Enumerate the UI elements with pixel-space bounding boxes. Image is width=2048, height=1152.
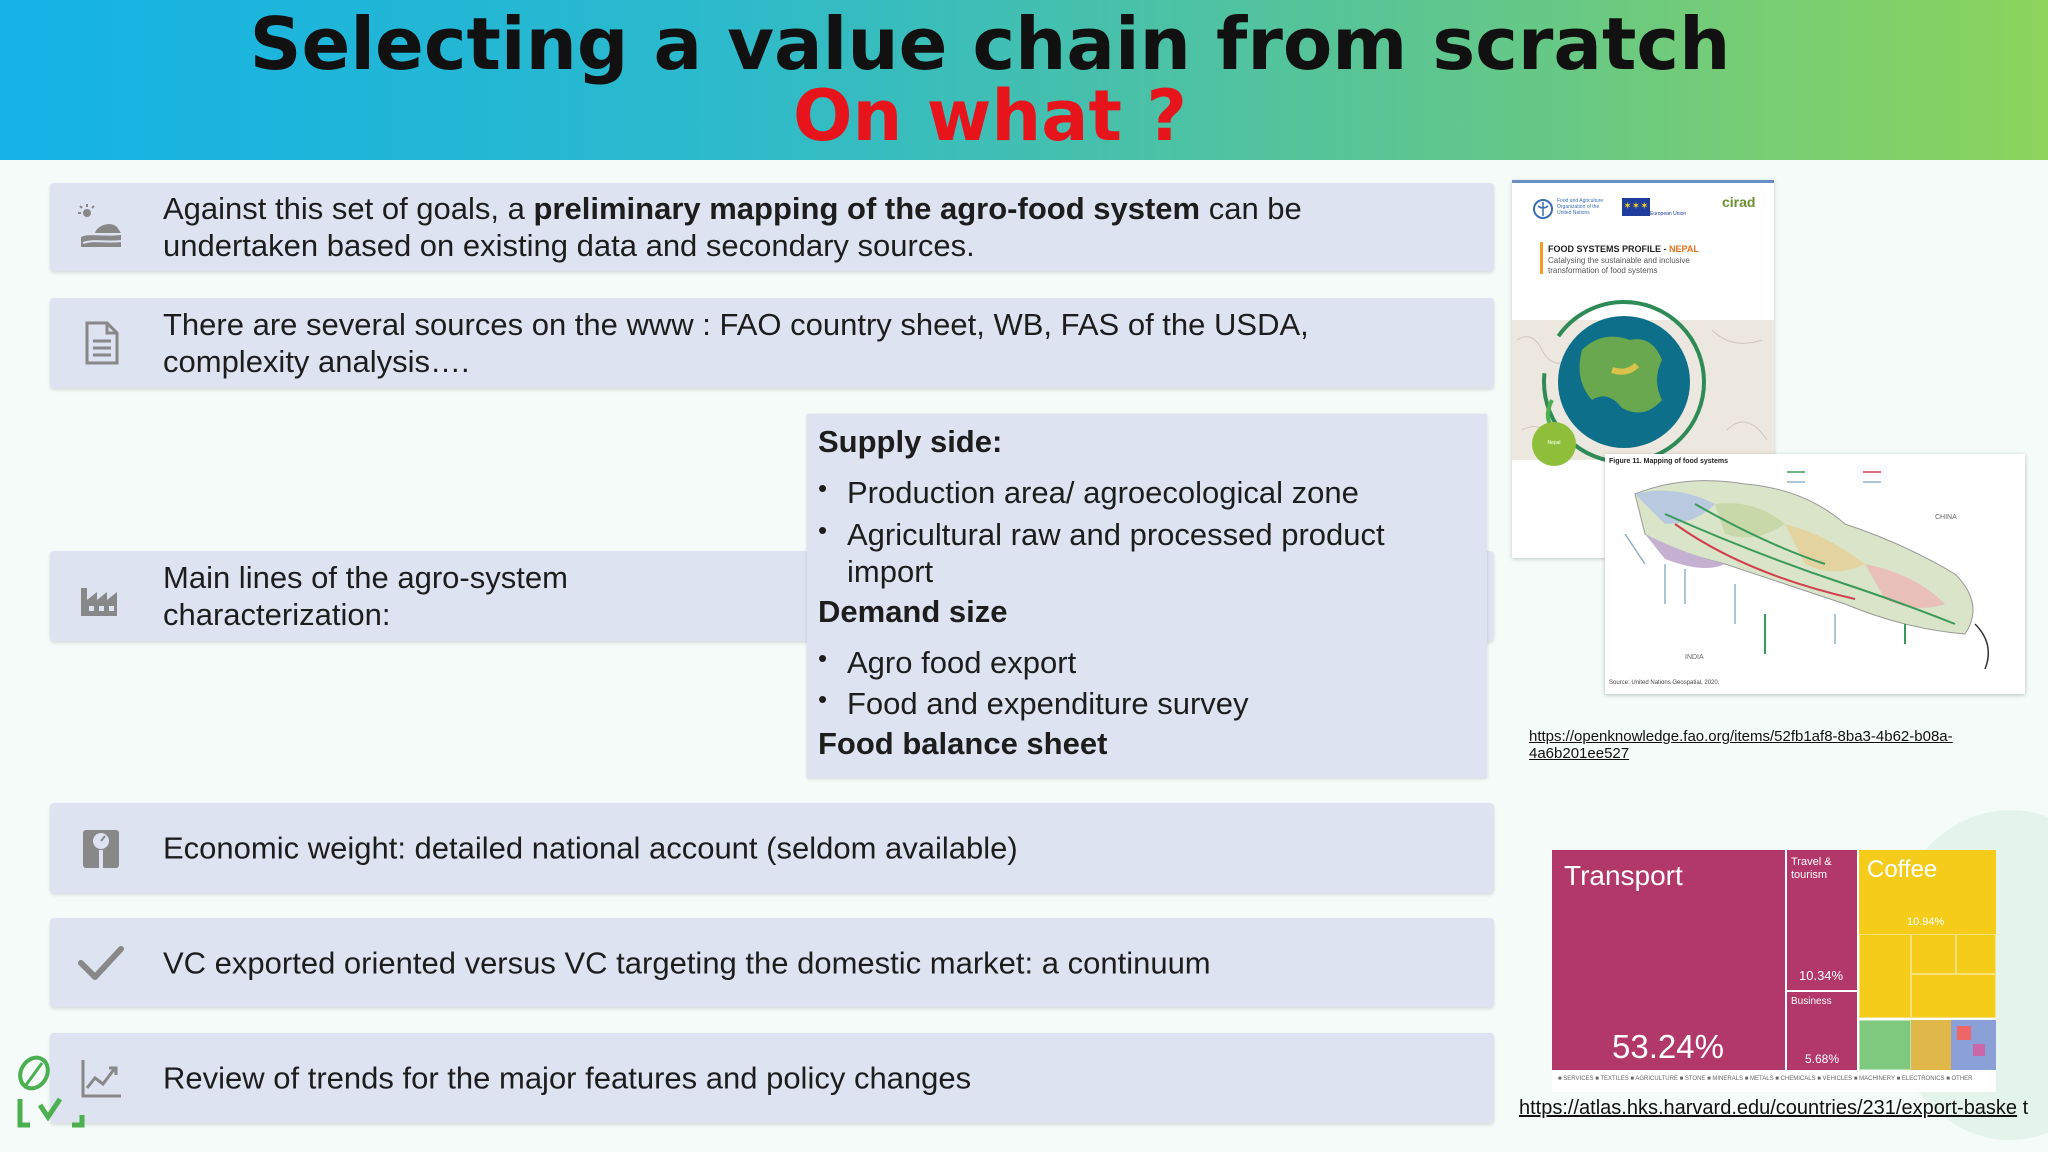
list-item: • Agro food export xyxy=(818,643,1447,681)
fao-logo-text: Food and Agriculture Organization of the… xyxy=(1557,198,1604,216)
row-review-trends: Review of trends for the major features … xyxy=(50,1033,1494,1123)
row-text: Review of trends for the major features … xyxy=(163,1060,972,1096)
landscape-sun-icon xyxy=(78,204,122,247)
row-text: VC exported oriented versus VC targeting… xyxy=(163,945,1211,980)
treemap-cell-business: Business 5.68% xyxy=(1787,992,1857,1070)
bullet-icon: • xyxy=(818,515,828,545)
china-label: CHINA xyxy=(1935,514,1957,521)
eu-logo-text: European Union xyxy=(1650,211,1687,217)
treemap-cell-transport: Transport 53.24% xyxy=(1552,850,1785,1070)
cirad-logo: cirad xyxy=(1722,194,1756,210)
india-label: INDIA xyxy=(1685,654,1704,661)
treemap-cell-agriculture xyxy=(1911,1020,1951,1070)
trend-chart-icon xyxy=(81,1060,121,1098)
page-subtitle: On what ? xyxy=(793,75,1187,157)
eu-flag-icon: ✶✶✶ xyxy=(1622,198,1650,216)
characterization-panel: Supply side: • Production area/ agroecolo… xyxy=(807,414,1487,778)
page-title: Selecting a value chain from scratch xyxy=(249,2,1731,86)
nepal-map-illustration xyxy=(1624,471,1990,670)
checkmark-icon xyxy=(78,945,124,980)
treemap-cell-other xyxy=(1951,1020,1996,1070)
list-item: • Food and expenditure survey xyxy=(818,684,1447,722)
treemap-cell-travel: Travel & tourism 10.34% xyxy=(1787,850,1857,990)
row-text: Main lines of the agro-system characteri… xyxy=(163,560,568,632)
scale-icon xyxy=(83,830,119,868)
row-preliminary-mapping: Against this set of goals, a preliminary… xyxy=(50,183,1494,271)
bullet-icon: • xyxy=(818,643,828,673)
treemap-cell-coffee: Coffee 10.94% xyxy=(1859,850,1996,1018)
leaf-logo-icon xyxy=(17,1055,85,1128)
row-text: There are several sources on the www : F… xyxy=(163,307,1309,379)
report-title: FOOD SYSTEMS PROFILE - NEPAL xyxy=(1548,244,1699,254)
row-text: Economic weight: detailed national accou… xyxy=(163,830,1018,866)
row-vc-orientation: VC exported oriented versus VC targeting… xyxy=(50,918,1494,1007)
export-basket-treemap: Transport 53.24% Travel & tourism 10.34%… xyxy=(1552,850,1996,1092)
bullet-icon: • xyxy=(818,473,828,503)
report-badge: Nepal xyxy=(1547,440,1561,446)
row-economic-weight: Economic weight: detailed national accou… xyxy=(50,803,1494,893)
supply-heading: Supply side: xyxy=(818,424,1003,459)
title-banner: Selecting a value chain from scratch On … xyxy=(0,0,2048,160)
map-title: Figure 11. Mapping of food systems xyxy=(1609,458,1729,465)
report-subtitle: Catalysing the sustainable and inclusive… xyxy=(1548,256,1690,275)
factory-icon xyxy=(81,588,117,616)
row-web-sources: There are several sources on the www : F… xyxy=(50,298,1494,388)
list-item: • Production area/ agroecological zone xyxy=(818,473,1447,511)
map-source: Source: United Nations Geospatial, 2020. xyxy=(1609,680,1720,686)
globe-illustration xyxy=(1512,300,1774,466)
food-systems-map-figure: Figure 11. Mapping of food systems CHINA… xyxy=(1605,454,2025,694)
fao-logo-icon xyxy=(1533,199,1553,219)
bullet-icon: • xyxy=(818,684,828,714)
treemap-legend: ■ SERVICES ■ TEXTILES ■ AGRICULTURE ■ ST… xyxy=(1558,1076,1973,1082)
fao-report-link[interactable]: https://openknowledge.fao.org/items/52fb… xyxy=(1529,728,1953,762)
treemap-cell-textiles xyxy=(1859,1020,1911,1070)
atlas-export-basket-link[interactable]: https://atlas.hks.harvard.edu/countries/… xyxy=(1519,1097,2029,1119)
food-balance-heading: Food balance sheet xyxy=(818,726,1108,761)
document-icon xyxy=(85,321,119,365)
row-agro-system-characterization: Main lines of the agro-system characteri… xyxy=(50,551,1494,641)
demand-heading: Demand size xyxy=(818,594,1008,629)
row-text: Against this set of goals, a preliminary… xyxy=(163,191,1302,263)
list-item: • Agricultural raw and processed product … xyxy=(818,515,1447,590)
